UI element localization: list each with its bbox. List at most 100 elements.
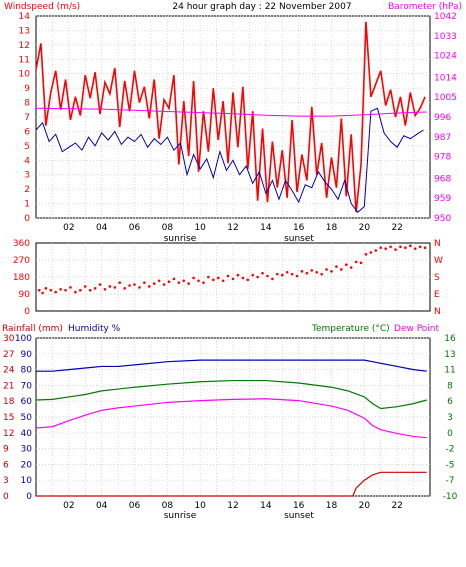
direction-point bbox=[423, 246, 427, 250]
direction-point bbox=[300, 270, 304, 273]
direction-point bbox=[162, 283, 166, 286]
dewpoint-series-line bbox=[35, 398, 427, 439]
direction-point bbox=[182, 279, 186, 283]
rainfall-tick-label: 18 bbox=[3, 397, 15, 407]
direction-point bbox=[83, 285, 87, 288]
graph-title: 24 hour graph day : 22 November 2007 bbox=[172, 2, 351, 12]
direction-tick-label: 360 bbox=[13, 239, 30, 249]
direction-point bbox=[354, 260, 358, 264]
direction-point bbox=[359, 261, 363, 265]
x-tick-label: 18 bbox=[326, 223, 338, 233]
temperature-tick-label: 13 bbox=[444, 350, 455, 360]
temperature-tick-label: -7 bbox=[446, 476, 455, 486]
direction-point bbox=[335, 265, 338, 268]
x-tick-label: 12 bbox=[227, 223, 238, 233]
direction-point bbox=[251, 273, 254, 277]
direction-point bbox=[128, 284, 131, 287]
windspeed-tick-label: 14 bbox=[19, 12, 31, 22]
direction-point bbox=[79, 288, 82, 292]
direction-point bbox=[374, 249, 378, 252]
direction-point bbox=[167, 280, 171, 284]
x-tick-label: 20 bbox=[359, 223, 371, 233]
direction-tick-label: 0 bbox=[24, 307, 30, 317]
dewpoint-axis-label: Dew Point bbox=[394, 324, 440, 334]
direction-point bbox=[369, 251, 373, 254]
direction-point bbox=[93, 287, 97, 290]
barometer-tick-label: 978 bbox=[434, 153, 451, 163]
windspeed-tick-label: 9 bbox=[24, 84, 30, 94]
windspeed-tick-label: 8 bbox=[24, 99, 30, 109]
direction-point bbox=[409, 244, 412, 248]
direction-point bbox=[177, 281, 181, 284]
humidity-tick-label: 80 bbox=[21, 366, 33, 376]
direction-point bbox=[123, 287, 126, 290]
direction-point bbox=[64, 288, 67, 292]
direction-point bbox=[59, 287, 62, 291]
barometer-tick-label: 1005 bbox=[434, 93, 457, 103]
barometer-tick-label: 1014 bbox=[434, 73, 457, 83]
barometer-tick-label: 1033 bbox=[434, 32, 457, 42]
x-tick-label: 16 bbox=[293, 223, 305, 233]
direction-point bbox=[113, 286, 117, 289]
direction-point bbox=[98, 283, 102, 286]
barometer-tick-label: 987 bbox=[434, 133, 451, 143]
direction-point bbox=[310, 269, 314, 272]
x-tick-label: 14 bbox=[260, 223, 272, 233]
compass-tick-label: W bbox=[434, 256, 443, 266]
windspeed-tick-label: 13 bbox=[19, 26, 30, 36]
rainfall-tick-label: 0 bbox=[3, 492, 9, 502]
direction-point bbox=[384, 247, 387, 250]
rainfall-tick-label: 27 bbox=[3, 350, 14, 360]
direction-point bbox=[256, 275, 259, 279]
direction-point bbox=[143, 281, 146, 284]
direction-point bbox=[187, 282, 190, 285]
direction-point bbox=[290, 272, 294, 276]
humidity-tick-label: 60 bbox=[21, 397, 33, 407]
sunset-label-2: sunset bbox=[284, 511, 314, 521]
x-tick-label: 20 bbox=[359, 501, 371, 511]
windspeed-tick-label: 4 bbox=[24, 156, 30, 166]
direction-point bbox=[108, 285, 112, 288]
x-tick-label: 08 bbox=[162, 223, 174, 233]
temperature-tick-label: -10 bbox=[443, 492, 458, 502]
x-tick-label: 22 bbox=[391, 223, 402, 233]
x-tick-label: 02 bbox=[63, 223, 74, 233]
direction-point bbox=[389, 245, 392, 249]
direction-point bbox=[49, 288, 53, 292]
windspeed-tick-label: 11 bbox=[19, 55, 30, 65]
average-series-line bbox=[35, 107, 424, 213]
direction-point bbox=[340, 268, 343, 271]
temperature-tick-label: 16 bbox=[444, 334, 456, 344]
x-tick-label: 14 bbox=[260, 501, 272, 511]
barometer-tick-label: 1024 bbox=[434, 52, 457, 62]
humidity-tick-label: 20 bbox=[21, 460, 33, 470]
compass-tick-label: N bbox=[434, 307, 441, 317]
windspeed-tick-label: 2 bbox=[24, 185, 30, 195]
humidity-axis-label: Humidity % bbox=[68, 324, 121, 334]
direction-point bbox=[54, 290, 57, 294]
direction-point bbox=[394, 248, 397, 251]
sunset-label-1: sunset bbox=[284, 234, 314, 244]
direction-point bbox=[399, 245, 402, 249]
x-tick-label: 10 bbox=[194, 223, 206, 233]
direction-point bbox=[207, 275, 210, 279]
direction-point bbox=[266, 274, 269, 278]
direction-point bbox=[172, 277, 176, 281]
humidity-tick-label: 0 bbox=[26, 492, 32, 502]
direction-point bbox=[152, 282, 156, 285]
barometer-tick-label: 959 bbox=[434, 194, 451, 204]
temperature-axis-label: Temperature (°C) bbox=[311, 324, 390, 334]
direction-point bbox=[37, 288, 41, 292]
barometer-tick-label: 996 bbox=[434, 113, 451, 123]
direction-tick-label: 270 bbox=[13, 256, 30, 266]
direction-point bbox=[280, 273, 284, 277]
direction-point bbox=[133, 283, 136, 286]
compass-tick-label: S bbox=[434, 273, 440, 283]
rainfall-tick-label: 15 bbox=[3, 413, 14, 423]
humidity-tick-label: 30 bbox=[21, 445, 33, 455]
direction-point bbox=[44, 287, 48, 290]
sunrise-label-2: sunrise bbox=[164, 511, 197, 521]
x-tick-label: 04 bbox=[96, 501, 108, 511]
windspeed-tick-label: 0 bbox=[24, 214, 30, 224]
